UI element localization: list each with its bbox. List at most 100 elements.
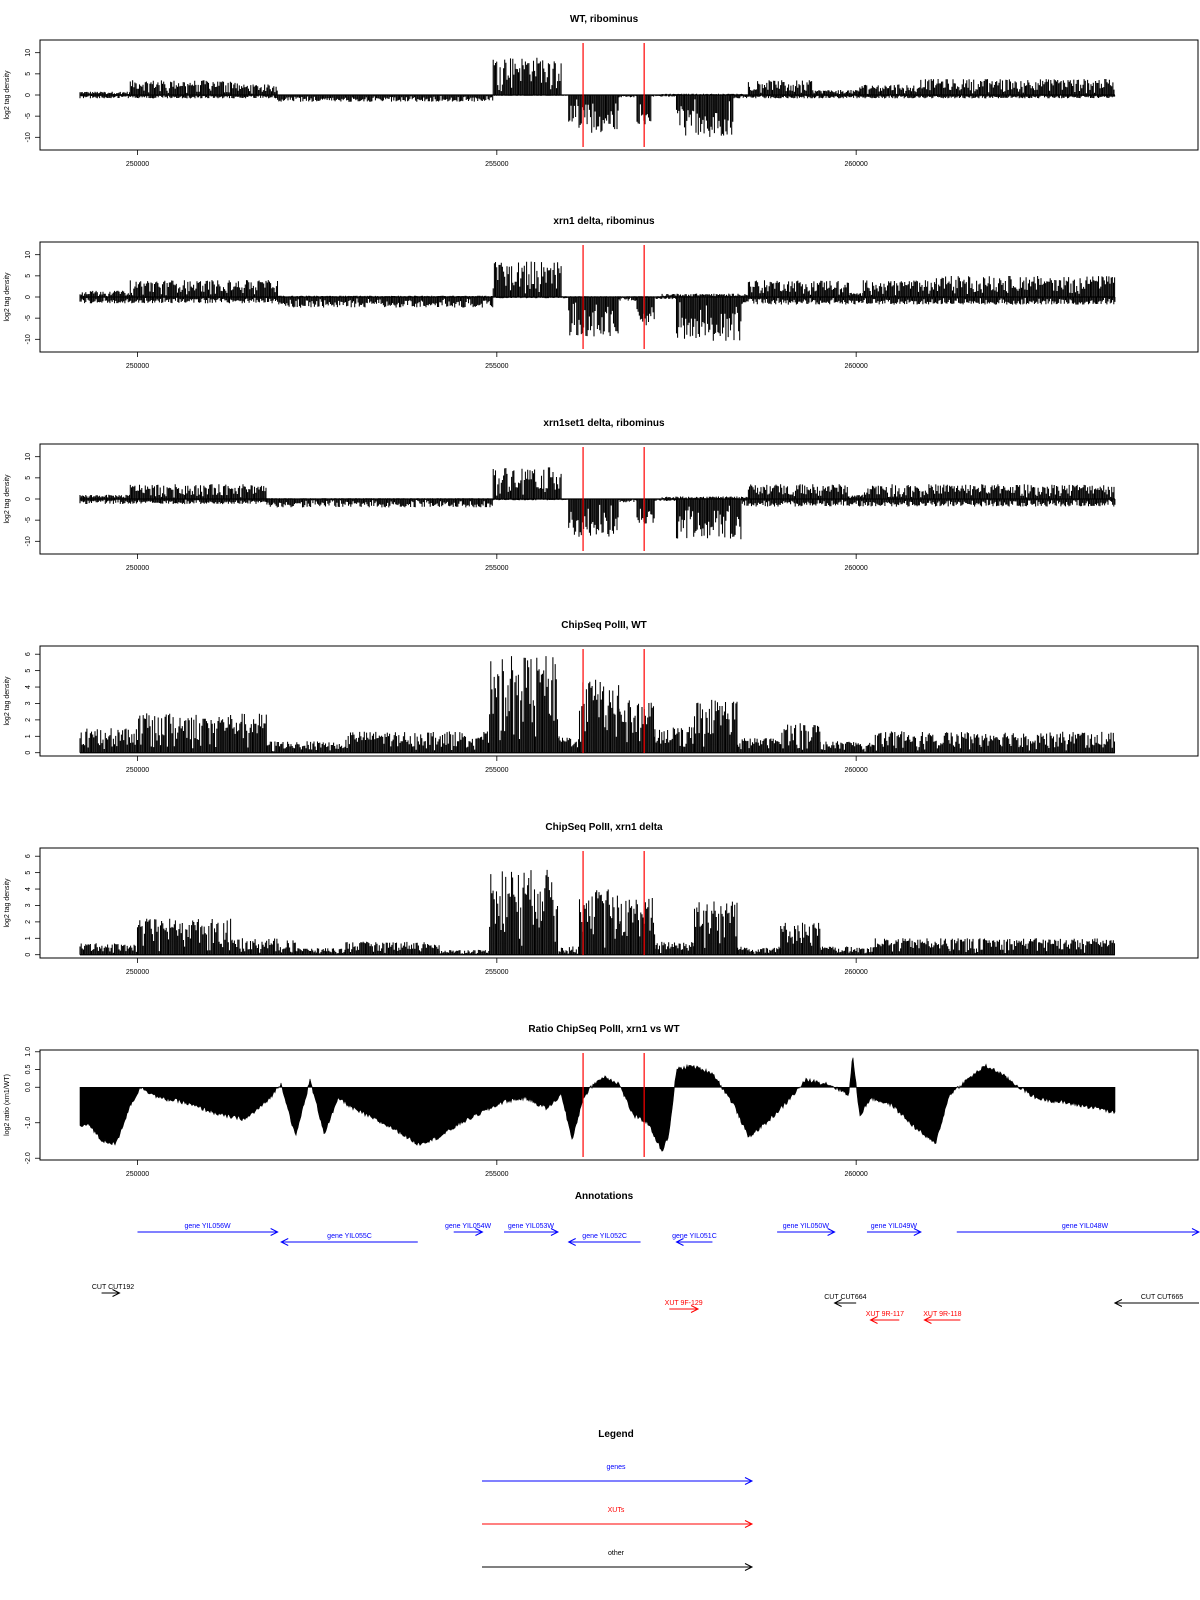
x-tick-label: 260000 xyxy=(844,565,867,572)
y-axis-label: log2 tag density xyxy=(4,70,11,120)
chart-title: Ratio ChipSeq PolII, xrn1 vs WT xyxy=(528,1024,679,1035)
plot-frame xyxy=(39,847,1199,959)
annotation-label: gene YIL048W xyxy=(1062,1223,1109,1230)
legend-title: Legend xyxy=(598,1429,634,1440)
annotation-arrow-head xyxy=(913,1228,922,1236)
y-tick-label: 4 xyxy=(25,887,32,891)
y-axis-label: log2 tag density xyxy=(4,272,11,322)
chart-title: ChipSeq PolII, xrn1 delta xyxy=(545,822,663,833)
y-tick-label: 1 xyxy=(25,936,32,940)
y-tick-label: 10 xyxy=(25,453,32,461)
x-tick-label: 250000 xyxy=(126,969,149,976)
y-tick-label: 0.0 xyxy=(25,1082,32,1092)
annotation-arrow-head xyxy=(827,1228,836,1236)
x-tick-label: 250000 xyxy=(126,1171,149,1178)
y-tick-label: 6 xyxy=(25,854,32,858)
annotation-arrow-head xyxy=(550,1228,560,1236)
annotation-label: gene YIL052C xyxy=(582,1233,627,1240)
x-tick-label: 260000 xyxy=(844,969,867,976)
annotation-label: gene YIL056W xyxy=(184,1223,231,1230)
annotation-label: gene YIL051C xyxy=(672,1233,717,1240)
y-tick-label: -5 xyxy=(25,113,32,119)
y-tick-label: -10 xyxy=(25,536,32,546)
chart-panel-3: xrn1set1 delta, ribominus 10 5 0 -5 -10 log2 t… xyxy=(4,418,1199,572)
y-axis-label: log2 tag density xyxy=(4,474,11,524)
bar-series-1 xyxy=(79,467,1115,499)
annotation-arrow-head xyxy=(112,1289,121,1297)
x-tick-label: 255000 xyxy=(485,363,508,370)
annotation-arrow-head xyxy=(923,1316,932,1324)
annotation-arrow-head xyxy=(1191,1228,1200,1236)
x-tick-label: 260000 xyxy=(844,767,867,774)
bar-series-1 xyxy=(79,57,1115,95)
bar-series-1 xyxy=(79,261,1116,297)
y-tick-label: 2 xyxy=(25,920,32,924)
annotation-arrow-head xyxy=(833,1299,842,1307)
bar-series-2 xyxy=(79,499,1116,540)
y-tick-label: -2.0 xyxy=(25,1152,32,1164)
x-tick-label: 255000 xyxy=(485,565,508,572)
y-tick-label: 0 xyxy=(25,953,32,957)
annotation-label: gene YIL049W xyxy=(871,1223,918,1230)
chart-panel-2: xrn1 delta, ribominus 10 5 0 -5 -10 log2 tag d… xyxy=(4,216,1199,370)
annotation-label: CUT CUT665 xyxy=(1141,1294,1183,1301)
y-tick-label: 6 xyxy=(25,652,32,656)
x-tick-label: 260000 xyxy=(844,161,867,168)
y-tick-label: 3 xyxy=(25,903,32,907)
chart-title: ChipSeq PolII, WT xyxy=(561,620,647,631)
y-tick-label: 0 xyxy=(25,497,32,501)
y-axis-label: log2 tag density xyxy=(4,878,11,928)
annotation-label: gene YIL050W xyxy=(783,1223,830,1230)
annotation-label: gene YIL054W xyxy=(445,1223,492,1230)
x-tick-label: 255000 xyxy=(485,161,508,168)
x-tick-label: 250000 xyxy=(126,363,149,370)
y-tick-label: 0 xyxy=(25,751,32,755)
y-tick-label: 5 xyxy=(25,72,32,76)
x-tick-label: 255000 xyxy=(485,1171,508,1178)
ratio-area xyxy=(79,1057,1116,1152)
y-tick-label: 3 xyxy=(25,701,32,705)
annotations-title: Annotations xyxy=(575,1191,634,1202)
y-tick-label: 2 xyxy=(25,718,32,722)
y-axis-label: log2 ratio (xrn1/WT) xyxy=(4,1074,11,1136)
y-tick-label: -1.0 xyxy=(25,1117,32,1129)
x-tick-label: 255000 xyxy=(485,767,508,774)
annotation-arrow-head xyxy=(567,1238,576,1246)
legend-arrow-head xyxy=(744,1520,754,1528)
x-tick-label: 260000 xyxy=(844,363,867,370)
annotation-label: XUT 9R-118 xyxy=(923,1311,961,1318)
y-tick-label: 5 xyxy=(25,669,32,673)
y-tick-label: 1 xyxy=(25,734,32,738)
annotation-arrow-head xyxy=(690,1305,700,1313)
annotation-arrow-head xyxy=(675,1238,684,1246)
y-tick-label: 0.5 xyxy=(25,1065,32,1075)
bar-series-2 xyxy=(79,297,1116,341)
x-tick-label: 250000 xyxy=(126,161,149,168)
annotation-label: XUT 9F-129 xyxy=(665,1300,703,1307)
annotation-arrow-head xyxy=(869,1316,878,1324)
x-tick-label: 260000 xyxy=(844,1171,867,1178)
x-tick-label: 255000 xyxy=(485,969,508,976)
annotation-label: CUT CUT664 xyxy=(824,1294,866,1301)
legend-panel: Legend genes XUTs other xyxy=(482,1429,754,1571)
legend-arrow-head xyxy=(744,1477,754,1485)
y-tick-label: 1.0 xyxy=(25,1047,32,1057)
chart-panel-4: ChipSeq PolII, WT 0 1 2 3 4 5 6 log2 tag density… xyxy=(4,620,1199,774)
bar-series-2 xyxy=(79,95,1116,137)
annotation-arrow-head xyxy=(475,1228,484,1236)
plot-frame xyxy=(39,1049,1199,1161)
x-tick-label: 250000 xyxy=(126,565,149,572)
annotation-label: gene YIL053W xyxy=(508,1223,555,1230)
annotation-arrow-head xyxy=(270,1228,279,1236)
chart-title: xrn1set1 delta, ribominus xyxy=(543,418,665,429)
annotation-label: XUT 9R-117 xyxy=(866,1311,904,1318)
chart-title: WT, ribominus xyxy=(570,14,639,25)
y-tick-label: -10 xyxy=(25,132,32,142)
y-tick-label: 0 xyxy=(25,93,32,97)
chart-panel-5: ChipSeq PolII, xrn1 delta 0 1 2 3 4 5 6 log2 tag… xyxy=(4,822,1199,976)
y-tick-label: 10 xyxy=(25,49,32,57)
legend-arrow-head xyxy=(744,1563,754,1571)
y-tick-label: 5 xyxy=(25,476,32,480)
bar-series-1 xyxy=(79,656,1116,753)
